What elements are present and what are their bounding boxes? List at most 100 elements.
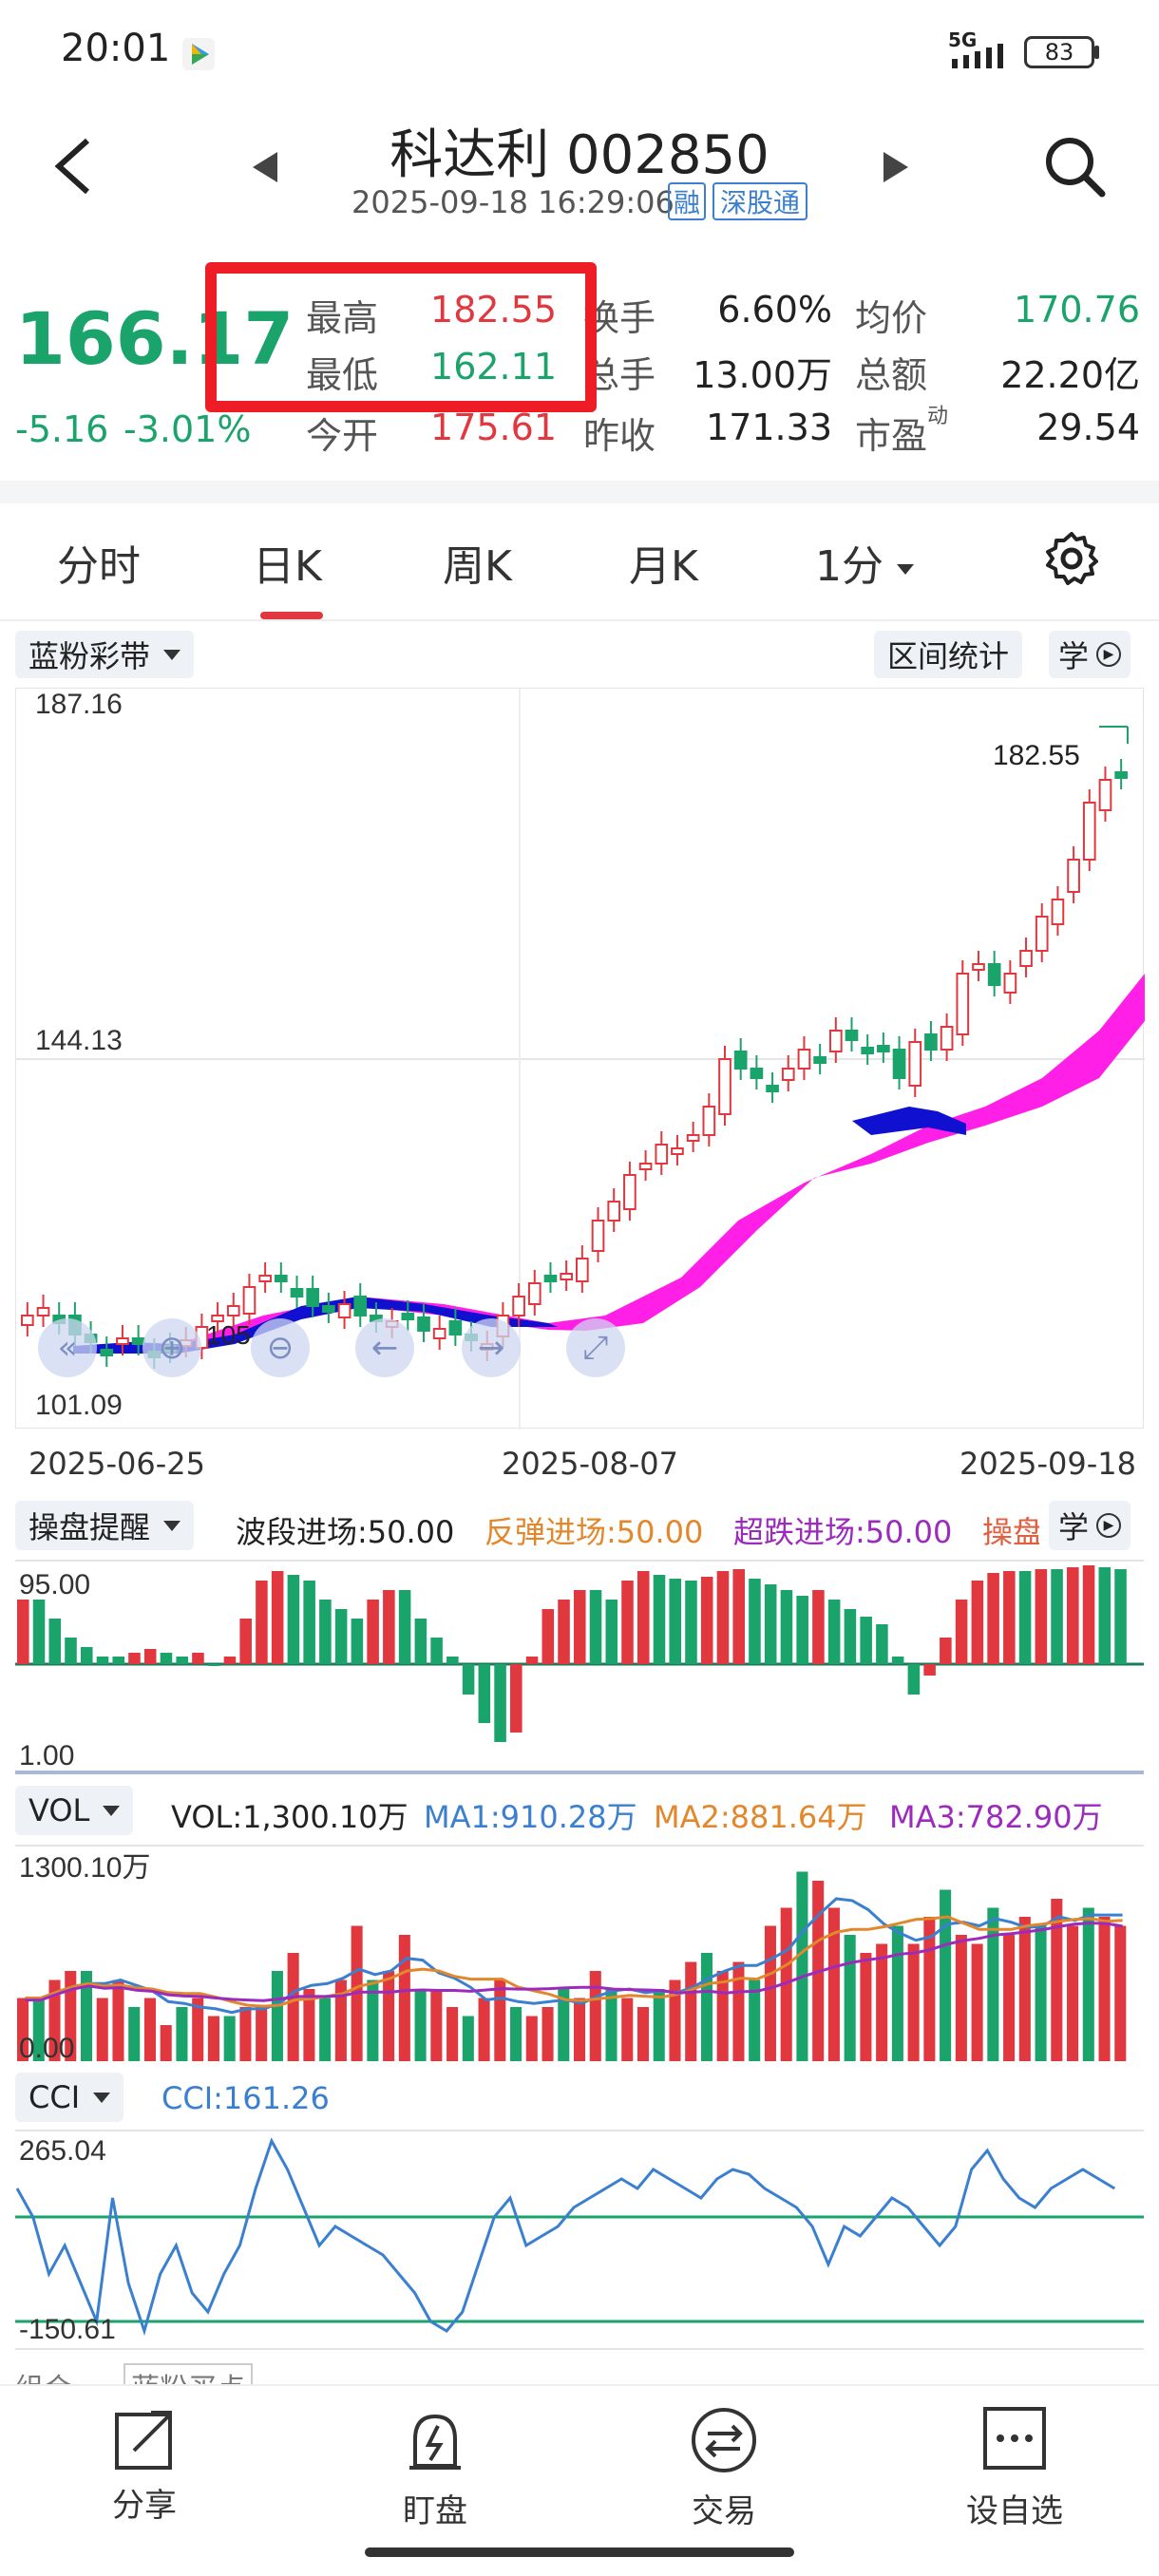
low-value: 162.11 [430,346,557,388]
prev-stock-button[interactable] [249,148,283,186]
learn-button-signal[interactable]: 学 ▶ [1049,1501,1131,1550]
open-value: 175.61 [430,407,557,448]
nav-add-watchlist[interactable]: 设自选 [966,2492,1063,2530]
volume-bar [334,1979,347,2061]
step-left-button[interactable]: ← [355,1318,414,1377]
range-stats-button[interactable]: 区间统计 [874,631,1023,678]
candle-body [1035,916,1049,952]
volume-bar [446,2007,459,2061]
signal-bar [574,1590,586,1664]
prev-close-value: 171.33 [706,407,832,448]
signal-bar [303,1581,315,1664]
volume-bar [621,1998,634,2061]
blue-band [73,1297,558,1354]
search-button[interactable] [1041,133,1108,199]
nav-trade[interactable]: 交易 [692,2492,756,2530]
high-label: 最高 [306,297,379,339]
signal-bar [80,1647,93,1664]
search-icon [1046,138,1106,198]
volume-bar [542,2007,554,2061]
cci-selector[interactable]: CCI [15,2073,124,2122]
volume-bar [700,1953,712,2061]
vol-ma2-line [25,1915,1123,2008]
volume-bar [685,1961,697,2061]
signal-bar [176,1657,188,1664]
signal-bar [462,1664,475,1695]
learn-label: 学 [1058,638,1090,674]
candle-body [576,1258,589,1282]
next-stock-button[interactable] [878,148,912,186]
volume-bar [780,1907,792,2061]
fast-back-button[interactable]: « [38,1318,97,1377]
fullscreen-button[interactable]: ⤢ [566,1318,625,1377]
back-button[interactable] [46,133,103,199]
signal-selector[interactable]: 操盘提醒 [15,1501,195,1550]
zoom-out-icon: ⊖ [266,1329,294,1367]
candle-body [750,1068,764,1079]
step-right-button[interactable]: → [462,1318,521,1377]
zoom-in-button[interactable]: ⊕ [142,1318,201,1377]
volume-bar [1051,1899,1063,2061]
open-label: 今开 [306,415,379,457]
candle-body [686,1134,700,1142]
candle-body [972,963,985,971]
cci-y-min: -150.61 [19,2314,116,2345]
signal-chart-area[interactable]: 95.00 1.00 [15,1560,1144,1774]
candle-body [987,963,1001,986]
overlay-selector[interactable]: 蓝粉彩带 [15,631,195,678]
candle-body [940,1026,954,1051]
signal-bar [891,1657,904,1664]
candle-body [543,1275,558,1282]
signal-item-wave: 波段进场:50.00 [236,1514,455,1550]
signal-bar [319,1600,332,1664]
zoom-out-button[interactable]: ⊖ [251,1318,310,1377]
nav-share[interactable]: 分享 [112,2487,177,2525]
candle-body [242,1286,256,1315]
low-label: 最低 [306,354,379,396]
cci-value: CCI:161.26 [162,2080,330,2116]
volume-bar [940,1889,952,2061]
volume-bar [17,1998,29,2061]
candle-body [560,1273,573,1280]
highlight-box [205,262,597,412]
signal-bar [334,1609,348,1664]
candle-body [211,1315,224,1322]
home-indicator[interactable] [365,2548,794,2557]
signal-bar [271,1571,284,1664]
signal-item-oversold: 超跌进场:50.00 [733,1514,953,1550]
tab-intraday[interactable]: 分时 [57,542,141,591]
signal-bar [96,1657,109,1664]
signal-bar [558,1600,570,1664]
battery-indicator: 83 [1024,36,1094,68]
tab-weekly-k[interactable]: 周K [443,542,512,591]
vol-chart-area[interactable]: 1300.10万 0.00 [15,1845,1144,2064]
signal-bar [112,1657,125,1664]
settings-button[interactable] [1043,530,1100,587]
candle-body [1114,771,1128,779]
volume-bar [65,1971,77,2061]
volume-bar [510,2007,522,2061]
candle-body [892,1049,906,1079]
blue-band-2 [852,1107,966,1135]
badge-margin: 融 [668,182,707,220]
vol-selector[interactable]: VOL [15,1786,134,1835]
volume-bar [589,1971,601,2061]
candle-body [432,1328,446,1339]
signal-bar [478,1664,491,1723]
tab-monthly-k[interactable]: 月K [629,542,698,591]
badge-connect: 深股通 [712,182,808,220]
tab-one-minute[interactable]: 1分 [815,532,914,593]
cci-chart-area[interactable]: 265.04 -150.61 [15,2130,1144,2350]
nav-watch[interactable]: 盯盘 [403,2492,467,2530]
tab-daily-k[interactable]: 日K [253,542,322,591]
kline-chart-area[interactable]: 187.16 144.13 101.09 182.55 105 [15,688,1145,1430]
volume-bar [1082,1907,1094,2061]
volume-bar [1067,1925,1079,2061]
candle-body [655,1144,669,1165]
candle-body [527,1282,542,1305]
volume-bar [525,2016,538,2061]
candle-body [591,1220,605,1252]
candle-body [1067,859,1080,893]
volume-bar [430,1989,443,2061]
learn-button-main[interactable]: 学 ▶ [1049,631,1131,678]
